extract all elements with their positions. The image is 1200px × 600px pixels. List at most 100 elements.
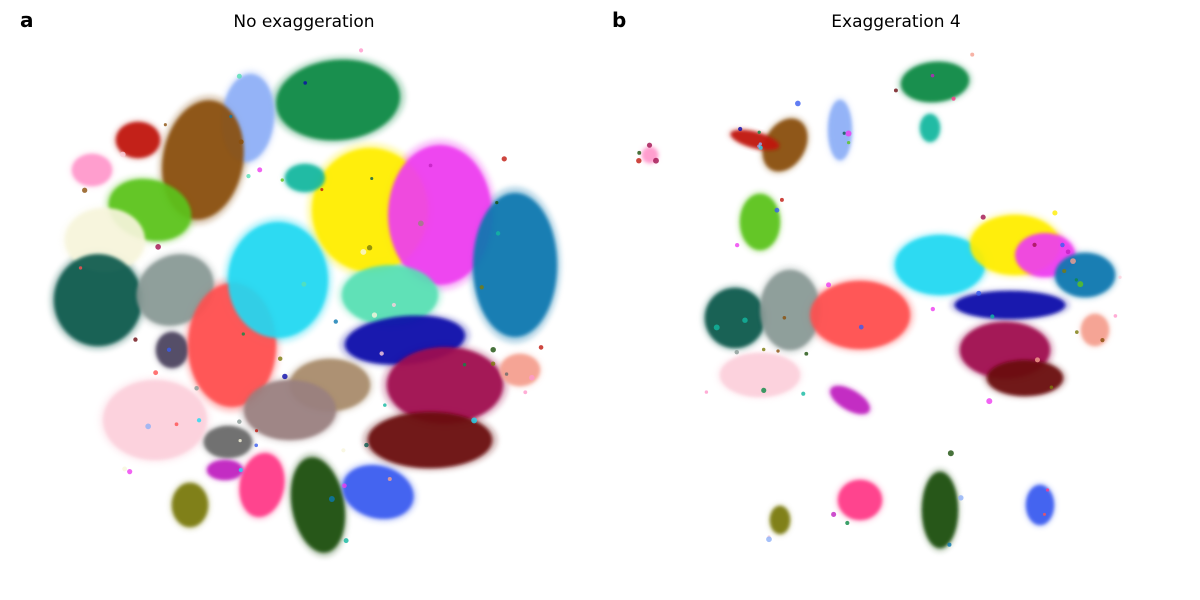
scatter-point (229, 114, 233, 119)
scatter-point (166, 347, 172, 352)
scatter-point (1065, 249, 1071, 255)
cluster-blob (500, 354, 540, 386)
cluster-blob (156, 332, 188, 368)
scatter-point (742, 317, 748, 323)
scatter-point (523, 390, 528, 395)
scatter-point (951, 96, 956, 101)
scatter-point (1052, 210, 1058, 216)
panel-label-b: b (612, 8, 627, 32)
scatter-point (282, 373, 288, 380)
scatter-point (893, 88, 898, 93)
scatter-point (1074, 330, 1079, 334)
scatter-point (333, 319, 338, 324)
cluster-blob (720, 353, 800, 397)
cluster-blob (136, 254, 214, 326)
scatter-point (495, 231, 501, 236)
scatter-point (495, 201, 499, 205)
scatter-point (842, 131, 846, 135)
scatter-point (831, 511, 837, 517)
scatter-point (504, 372, 509, 376)
scatter-point (930, 306, 936, 312)
scatter-point (254, 443, 259, 448)
cluster-blob (1026, 485, 1054, 525)
scatter-point (153, 370, 159, 376)
scatter-point (970, 52, 975, 57)
cluster-blob (901, 61, 969, 103)
scatter-point (1032, 242, 1037, 247)
cluster-blob (342, 265, 438, 325)
scatter-panel-b (636, 52, 1122, 552)
scatter-point (78, 266, 83, 270)
scatter-point (343, 538, 349, 544)
cluster-blob (473, 193, 557, 337)
scatter-point (120, 151, 126, 158)
scatter-point (757, 130, 761, 134)
scatter-point (358, 48, 364, 53)
scatter-point (254, 429, 259, 433)
scatter-point (858, 324, 864, 330)
panel-label-a: a (20, 8, 34, 32)
scatter-point (646, 142, 653, 148)
cluster-blob (103, 380, 207, 460)
cluster-blob (810, 281, 910, 349)
cluster-blob (65, 208, 145, 272)
cluster-blob (239, 453, 285, 517)
cluster-blob (730, 129, 780, 151)
scatter-point (1042, 512, 1046, 516)
cluster-blob (762, 118, 808, 172)
scatter-point (804, 351, 809, 356)
scatter-point (194, 385, 199, 391)
scatter-point (1113, 314, 1118, 318)
cluster-blob (72, 154, 112, 186)
scatter-point (383, 403, 387, 407)
scatter-point (766, 536, 772, 543)
scatter-point (479, 285, 484, 290)
scatter-point (241, 332, 245, 336)
scatter-point (1118, 275, 1122, 279)
scatter-point (704, 390, 709, 394)
scatter-panel-a (50, 48, 561, 557)
scatter-point (761, 347, 766, 352)
scatter-point (471, 417, 478, 424)
scatter-point (947, 450, 954, 457)
scatter-point (947, 542, 952, 547)
cluster-blob (388, 145, 492, 285)
scatter-point (930, 73, 935, 78)
scatter-point (713, 324, 720, 331)
cluster-blob (207, 460, 243, 480)
scatter-point (328, 496, 335, 502)
cluster-blob (922, 472, 958, 548)
scatter-point (155, 244, 161, 250)
scatter-point (1074, 278, 1078, 282)
scatter-point (163, 123, 167, 127)
scatter-point (845, 520, 850, 526)
scatter-point (782, 315, 787, 320)
cluster-blob (342, 465, 414, 519)
scatter-point (986, 398, 993, 405)
scatter-point (958, 495, 964, 501)
scatter-point (990, 314, 995, 319)
scatter-point (238, 467, 243, 473)
scatter-point (490, 361, 496, 366)
scatter-point (280, 178, 284, 182)
scatter-point (776, 349, 780, 353)
scatter-point (303, 81, 308, 85)
scatter-point (391, 302, 396, 307)
scatter-point (301, 281, 307, 287)
scatter-point (846, 140, 851, 145)
scatter-point (490, 346, 496, 353)
cluster-blob (1055, 253, 1115, 297)
cluster-blob (172, 483, 208, 527)
cluster-blob (838, 480, 882, 520)
cluster-blob (987, 360, 1063, 396)
scatter-point (428, 163, 433, 168)
scatter-point (757, 144, 761, 148)
cluster-blob (162, 100, 244, 220)
scatter-point (980, 214, 986, 220)
scatter-point (734, 242, 740, 248)
cluster-blob (828, 100, 852, 160)
scatter-point (845, 130, 852, 137)
scatter-point (379, 351, 384, 356)
cluster-blob (54, 254, 142, 346)
